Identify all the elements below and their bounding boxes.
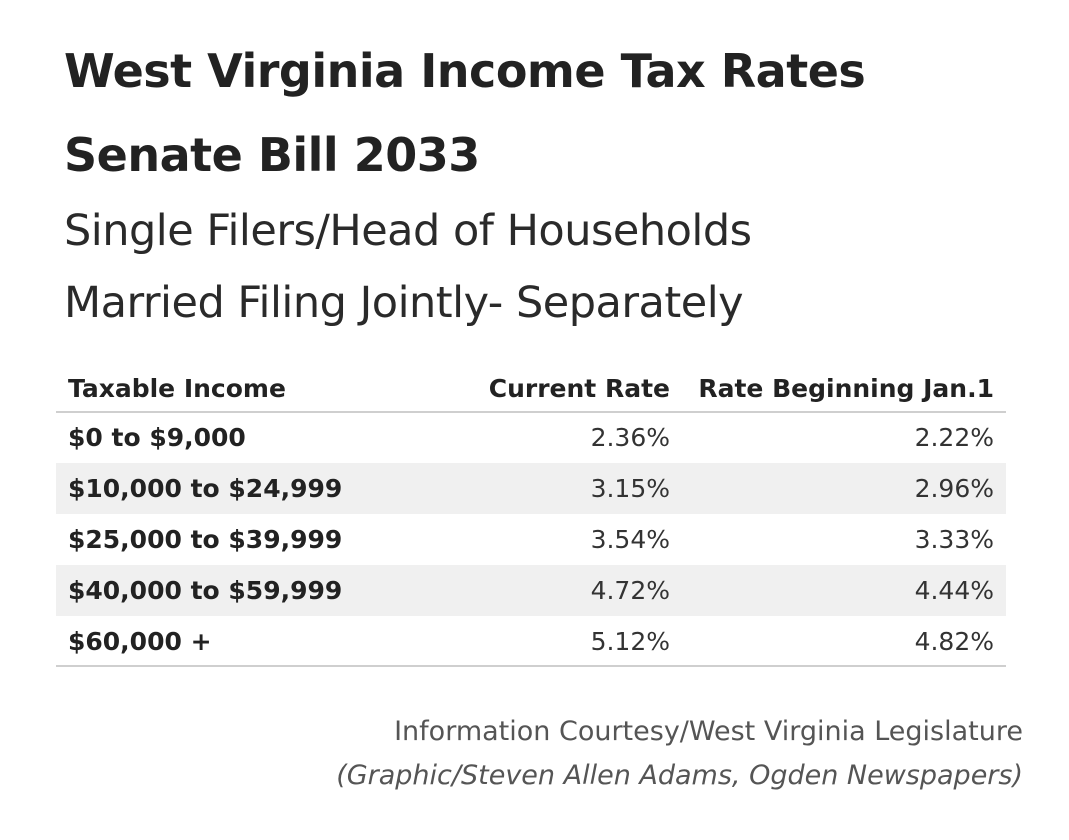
income-bracket: $40,000 to $59,999 — [68, 576, 343, 605]
source-credit: Information Courtesy/West Virginia Legis… — [394, 716, 1023, 747]
current-rate-value: 5.12% — [590, 627, 670, 656]
table-header-row: Taxable Income Current Rate Rate Beginni… — [56, 370, 1006, 412]
table-bottom-divider — [56, 665, 1006, 667]
table-row: $40,000 to $59,999 4.72% 4.44% — [56, 565, 1006, 616]
new-rate-value: 2.22% — [914, 423, 994, 452]
new-rate-value: 4.44% — [914, 576, 994, 605]
column-header-current-rate: Current Rate — [488, 374, 670, 403]
current-rate-value: 4.72% — [590, 576, 670, 605]
title-line-1: West Virginia Income Tax Rates — [64, 44, 866, 98]
table-row: $25,000 to $39,999 3.54% 3.33% — [56, 514, 1006, 565]
new-rate-value: 2.96% — [914, 474, 994, 503]
income-bracket: $0 to $9,000 — [68, 423, 246, 452]
table-row: $0 to $9,000 2.36% 2.22% — [56, 412, 1006, 463]
new-rate-value: 3.33% — [914, 525, 994, 554]
current-rate-value: 3.15% — [590, 474, 670, 503]
title-line-2: Senate Bill 2033 — [64, 128, 480, 182]
income-bracket: $25,000 to $39,999 — [68, 525, 343, 554]
income-bracket: $10,000 to $24,999 — [68, 474, 343, 503]
income-bracket: $60,000 + — [68, 627, 212, 656]
table-row: $60,000 + 5.12% 4.82% — [56, 616, 1006, 667]
column-header-taxable-income: Taxable Income — [68, 374, 286, 403]
tax-rate-table: Taxable Income Current Rate Rate Beginni… — [56, 370, 1006, 667]
table-row: $10,000 to $24,999 3.15% 2.96% — [56, 463, 1006, 514]
current-rate-value: 3.54% — [590, 525, 670, 554]
graphic-credit: (Graphic/Steven Allen Adams, Ogden Newsp… — [336, 760, 1023, 791]
subtitle-line-2: Married Filing Jointly- Separately — [64, 278, 744, 328]
header-divider — [56, 411, 1006, 413]
subtitle-line-1: Single Filers/Head of Households — [64, 206, 752, 256]
column-header-new-rate: Rate Beginning Jan.1 — [698, 374, 994, 403]
current-rate-value: 2.36% — [590, 423, 670, 452]
new-rate-value: 4.82% — [914, 627, 994, 656]
